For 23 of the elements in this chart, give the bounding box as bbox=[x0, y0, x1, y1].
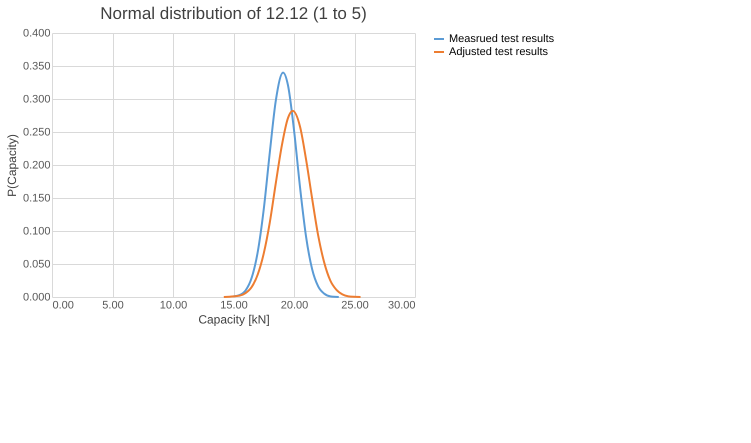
x-tick-label: 0.00 bbox=[52, 300, 74, 312]
x-tick-label: 5.00 bbox=[102, 300, 124, 312]
y-tick-label: 0.150 bbox=[22, 192, 50, 204]
y-tick-label: 0.100 bbox=[22, 226, 50, 238]
y-tick-label: 0.400 bbox=[22, 28, 50, 40]
y-tick-label: 0.300 bbox=[22, 94, 50, 106]
y-axis-title: P(Capacity) bbox=[4, 134, 19, 197]
y-tick-label: 0.200 bbox=[22, 160, 50, 172]
y-tick-label: 0.250 bbox=[22, 126, 50, 138]
line-series bbox=[222, 110, 362, 298]
y-tick-label: 0.000 bbox=[22, 292, 50, 304]
x-tick-label: 25.00 bbox=[341, 300, 369, 312]
x-tick-label: 15.00 bbox=[220, 300, 248, 312]
x-axis-title: Capacity [kN] bbox=[198, 312, 270, 326]
legend-label: Adjusted test results bbox=[449, 46, 549, 58]
x-tick-label: 10.00 bbox=[160, 300, 188, 312]
chart-title: Normal distribution of 12.12 (1 to 5) bbox=[100, 4, 367, 23]
x-tick-label: 20.00 bbox=[280, 300, 308, 312]
x-tick-label: 30.00 bbox=[388, 300, 416, 312]
line-series bbox=[232, 72, 340, 298]
y-tick-label: 0.350 bbox=[22, 60, 50, 72]
legend-label: Measrued test results bbox=[449, 33, 555, 45]
y-tick-label: 0.050 bbox=[22, 258, 50, 270]
